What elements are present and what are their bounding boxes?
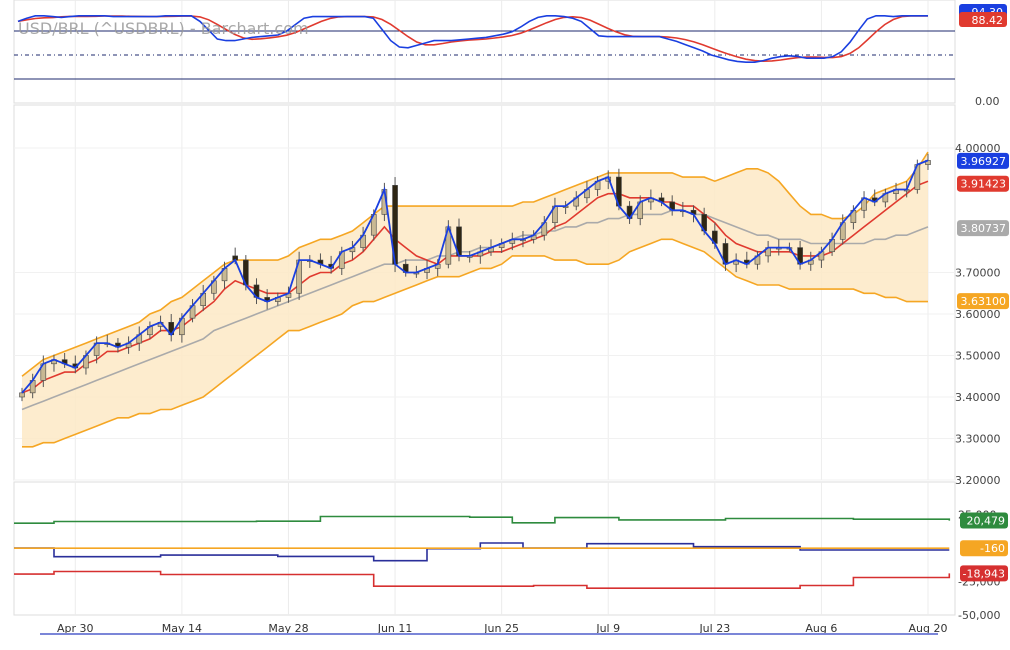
price-y-tick: 3.20000: [955, 474, 1001, 487]
x-tick-label: Apr 30: [57, 622, 94, 635]
cot-series-line: [14, 515, 951, 524]
price-y-tick: 3.70000: [955, 267, 1001, 280]
cot-value-label: -18,943: [963, 567, 1005, 580]
stoch-value-label: 88.42: [972, 14, 1004, 27]
x-tick-label: Aug 6: [805, 622, 837, 635]
cot-value-label: -160: [980, 542, 1005, 555]
x-tick-label: May 14: [162, 622, 202, 635]
price-value-tag: [957, 220, 1009, 237]
price-value-label: 3.96927: [961, 155, 1007, 168]
pane-frame: [13, 104, 956, 481]
cot-y-tick: -50,000: [958, 609, 1000, 622]
cot-value-label: 20,479: [967, 515, 1006, 528]
x-axis: Apr 30 May 14 May 28 Jun 11 Jun 25 Jul 9 Jul 2…: [40, 622, 947, 635]
chart-panes: [13, 0, 956, 616]
stoch-y-tick: 0.00: [975, 95, 1000, 108]
chart-title: USD/BRL (^USDBRL) - Barchart.com: [18, 19, 309, 38]
x-tick-label: Jun 11: [377, 622, 413, 635]
axis-labels: 0.0094.3088.423.200003.300003.400003.500…: [955, 4, 1009, 622]
price-y-tick: 3.30000: [955, 433, 1001, 446]
stoch-value-tag: [959, 12, 1007, 27]
band-upper-line: [21, 151, 929, 377]
x-tick-label: Jul 23: [698, 622, 730, 635]
close-line: [21, 159, 929, 394]
cot-value-tag: [960, 512, 1008, 529]
price-value-tag: [957, 152, 1009, 169]
price-y-tick: 3.40000: [955, 391, 1001, 404]
cot-pane: [14, 515, 951, 589]
pane-frame: [13, 0, 956, 104]
stoch-k-line: [17, 15, 928, 63]
cot-value-tag: [960, 540, 1008, 557]
band-lower-line: [22, 238, 928, 448]
price-value-tag: [957, 293, 1009, 310]
price-value-label: 3.63100: [961, 295, 1007, 308]
price-value-label: 3.91423: [961, 178, 1007, 191]
cot-value-tag: [960, 565, 1008, 582]
cot-series-line: [14, 570, 951, 589]
stochastic-pane: [14, 15, 955, 80]
price-value-label: 3.80737: [961, 222, 1007, 235]
price-y-tick: 4.00000: [955, 142, 1001, 155]
ma-slow-line: [21, 209, 929, 411]
x-tick-label: Aug 20: [909, 622, 948, 635]
price-y-tick: 3.50000: [955, 350, 1001, 363]
price-value-tag: [957, 175, 1009, 192]
price-pane: [19, 151, 931, 448]
x-tick-label: Jun 25: [483, 622, 519, 635]
candle: [19, 392, 25, 398]
price-y-tick: 3.60000: [955, 308, 1001, 321]
x-tick-label: May 28: [268, 622, 308, 635]
x-tick-label: Jul 9: [595, 622, 620, 635]
